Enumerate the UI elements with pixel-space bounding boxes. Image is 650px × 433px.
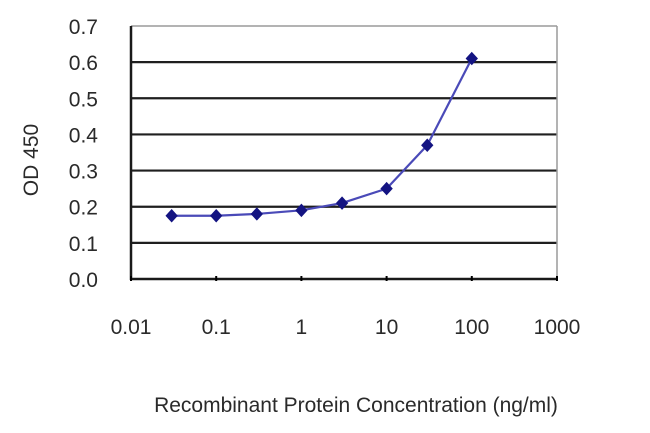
- x-axis-tick-labels: 0.01 0.1 1 10 100 1000: [111, 316, 581, 339]
- diamond-marker-icon: [295, 203, 308, 218]
- y-tick-label: 0.0: [69, 269, 98, 292]
- diamond-marker-icon: [421, 138, 434, 153]
- x-tick-label: 10: [375, 316, 398, 339]
- horizontal-gridlines: [131, 61, 557, 244]
- y-tick-label: 0.5: [69, 88, 98, 111]
- diamond-marker-icon: [335, 196, 349, 210]
- plot-frame: [129, 25, 558, 281]
- diamond-marker-icon: [465, 51, 478, 66]
- y-axis-tick-labels: 0.0 0.1 0.2 0.3 0.4 0.5 0.6 0.7: [69, 16, 99, 292]
- y-tick-label: 0.7: [69, 16, 98, 39]
- diamond-marker-icon: [380, 181, 393, 196]
- y-tick-label: 0.4: [69, 124, 99, 147]
- x-tick-label: 1: [296, 316, 308, 339]
- x-tick-label: 1000: [534, 316, 581, 339]
- y-tick-label: 0.6: [69, 52, 98, 75]
- y-tick-label: 0.1: [69, 233, 98, 256]
- diamond-marker-icon: [165, 209, 178, 223]
- diamond-marker-icon: [250, 207, 264, 221]
- x-tick-label: 0.1: [202, 316, 231, 339]
- x-axis-title: Recombinant Protein Concentration (ng/ml…: [154, 394, 558, 417]
- y-tick-label: 0.2: [69, 197, 98, 220]
- x-tick-label: 0.01: [111, 316, 152, 339]
- x-tick-label: 100: [454, 316, 489, 339]
- x-axis-ticks: [130, 276, 558, 281]
- data-series: [165, 51, 478, 223]
- y-axis-title: OD 450: [20, 124, 43, 196]
- diamond-marker-icon: [210, 209, 223, 223]
- y-tick-label: 0.3: [69, 161, 98, 184]
- series-line: [171, 58, 473, 217]
